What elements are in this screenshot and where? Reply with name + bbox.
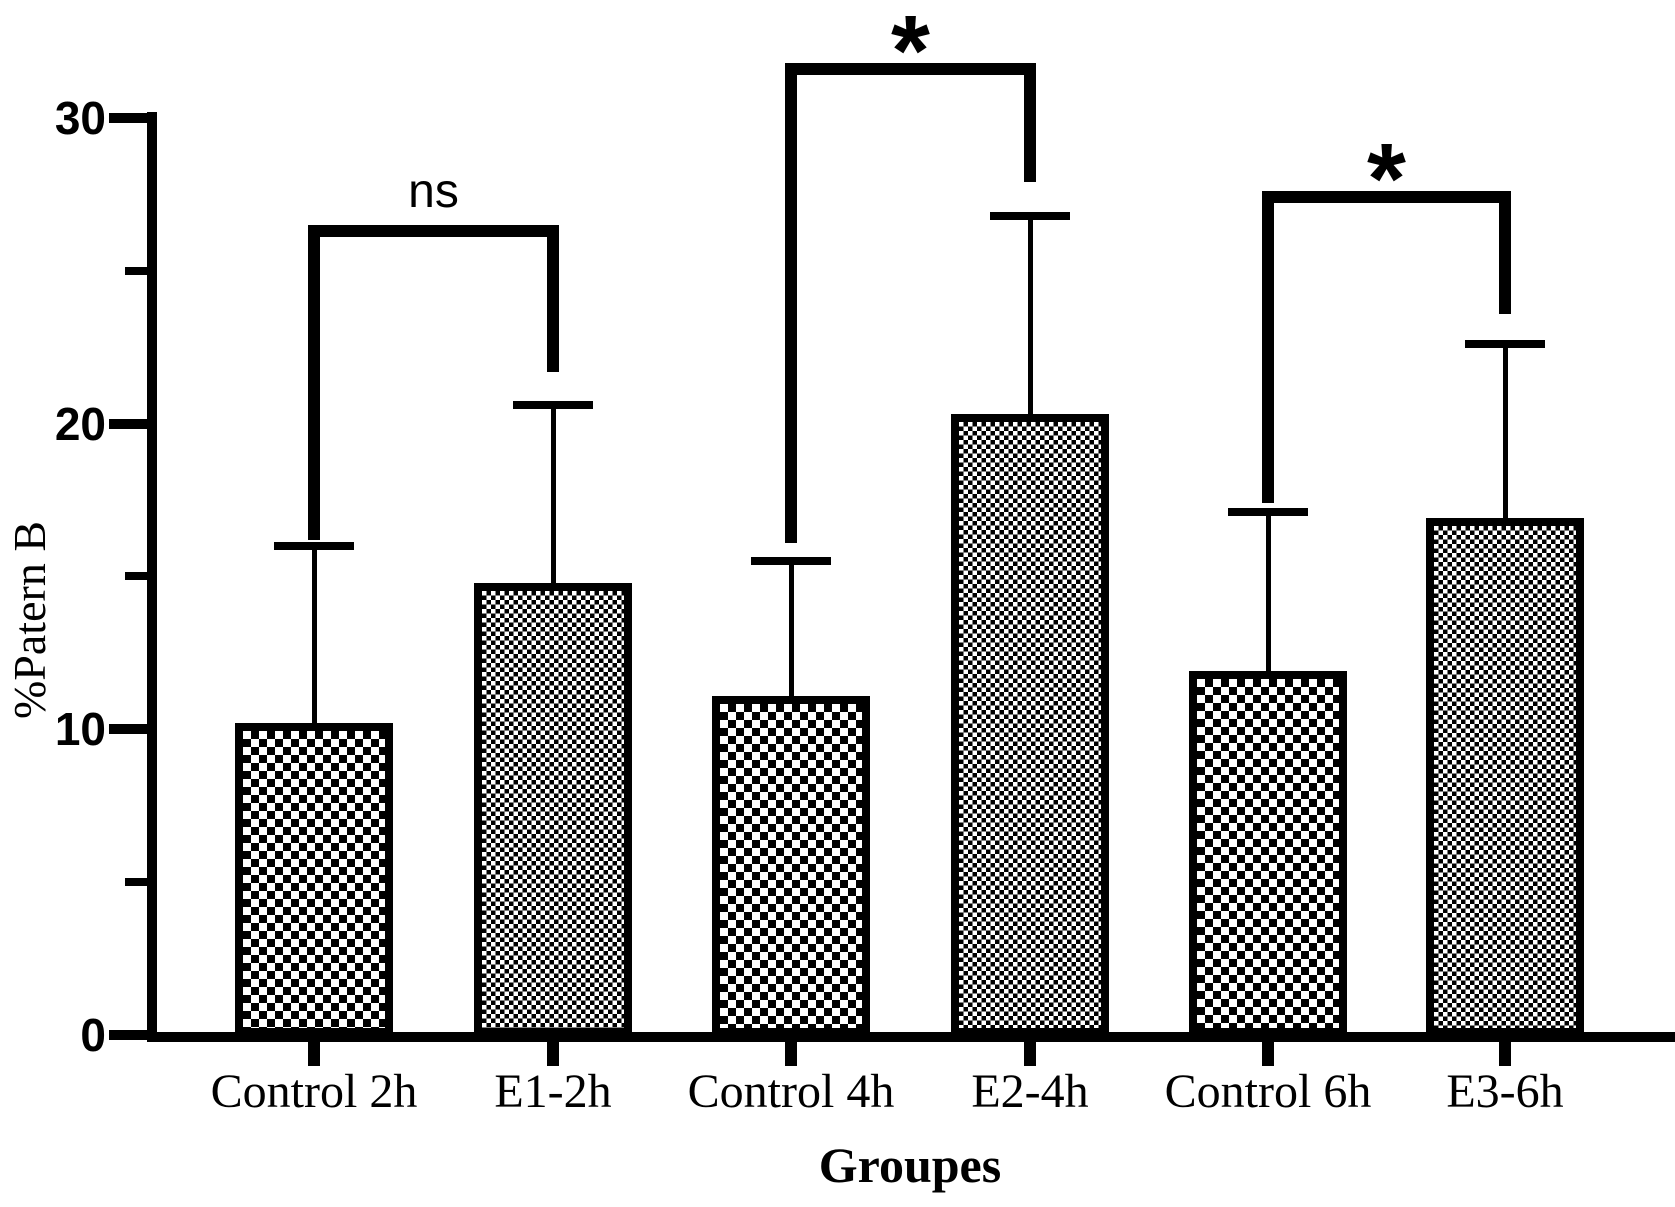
y-tick-label: 10 [54,703,106,756]
sig-label: * [891,0,930,107]
sig-bracket-right-leg [1499,191,1511,314]
x-axis-tick [547,1042,559,1066]
x-category-label: Control 4h [687,1065,895,1118]
x-category-label: E2-4h [971,1065,1089,1118]
sig-bracket-right-leg [547,224,559,372]
sig-bracket-bar [785,62,1036,75]
bar [235,723,393,1036]
x-axis-tick [1499,1042,1511,1066]
sig-bracket-left-leg [1262,191,1274,504]
y-major-tick [109,418,147,429]
bar [474,582,632,1036]
sig-label: ns [408,164,459,218]
bar [1426,518,1584,1036]
sig-bracket-right-leg [1024,62,1036,183]
y-minor-tick [125,572,147,581]
error-bar-cap [1228,508,1308,517]
error-bar-line [311,545,317,724]
sig-bracket-left-leg [785,62,797,543]
sig-label: * [1367,123,1406,236]
bar [1189,671,1347,1036]
y-tick-label: 0 [80,1009,106,1061]
error-bar-line [1027,215,1033,415]
error-bar-line [788,561,794,696]
sig-bracket-left-leg [308,224,320,540]
y-tick-label: 30 [54,91,106,144]
bar [712,695,870,1036]
sig-bracket-bar [1262,191,1511,204]
x-axis-line [147,1032,1675,1042]
sig-bracket-bar [308,224,559,237]
error-bar-cap [513,401,593,410]
x-category-label: Control 6h [1164,1065,1372,1118]
error-bar-cap [751,557,831,566]
y-axis-title: %Patern B [4,521,55,720]
y-axis-line [147,112,157,1042]
error-bar-cap [1465,340,1545,349]
error-bar-line [1502,344,1508,519]
x-axis-tick [1024,1042,1036,1066]
x-category-label: E1-2h [494,1065,612,1118]
y-minor-tick [125,266,147,275]
y-minor-tick [125,878,147,887]
error-bar-cap [990,211,1070,220]
y-tick-label: 20 [54,397,106,450]
y-major-tick [109,1030,147,1040]
error-bar-line [1265,512,1271,672]
x-axis-tick [785,1042,797,1066]
x-axis-title: Groupes [818,1137,1002,1193]
error-bar-line [550,405,556,583]
x-category-label: E3-6h [1446,1065,1564,1118]
y-major-tick [109,724,147,735]
x-category-label: Control 2h [210,1065,418,1118]
x-axis-tick [1262,1042,1274,1066]
y-major-tick [109,112,147,123]
x-axis-tick [308,1042,320,1066]
bar [951,414,1109,1036]
error-bar-cap [274,541,354,550]
